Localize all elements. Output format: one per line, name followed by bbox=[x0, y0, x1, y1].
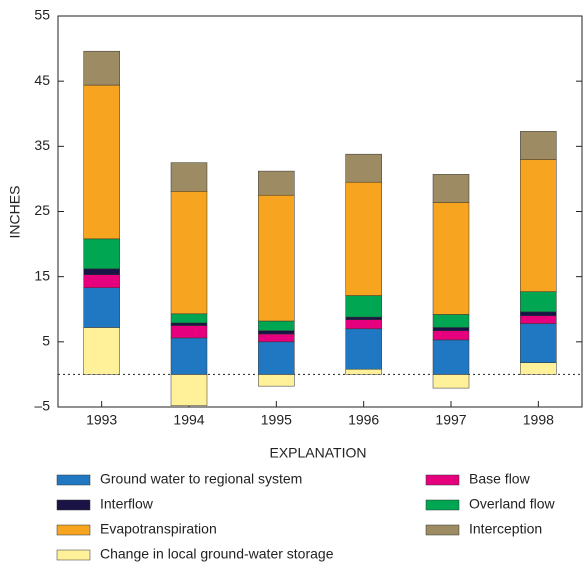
bar-segment bbox=[258, 330, 295, 335]
legend-label: Interception bbox=[469, 521, 542, 537]
bar-segment bbox=[258, 170, 295, 196]
bar-segment bbox=[520, 291, 557, 313]
legend-swatch bbox=[56, 474, 91, 486]
bar-segment bbox=[83, 268, 120, 275]
bar-segment bbox=[258, 341, 295, 375]
bar-segment bbox=[432, 330, 470, 341]
y-tick-label: 5 bbox=[42, 333, 50, 349]
bar-segment bbox=[258, 194, 295, 322]
legend-swatch bbox=[425, 474, 460, 486]
x-tick-label: 1997 bbox=[435, 412, 466, 428]
bar-segment bbox=[258, 333, 295, 343]
bar-segment bbox=[345, 295, 382, 318]
bar-segment bbox=[345, 181, 382, 296]
bar-segment bbox=[432, 314, 470, 328]
bar-segment bbox=[345, 328, 382, 370]
bar-segment bbox=[83, 274, 120, 288]
y-tick-label: –5 bbox=[34, 398, 50, 414]
bar-segment bbox=[170, 313, 208, 324]
x-tick-label: 1993 bbox=[86, 412, 117, 428]
bar-segment bbox=[83, 84, 120, 240]
bar-segment bbox=[520, 315, 557, 324]
bar-segment bbox=[170, 322, 208, 326]
legend-label: Interflow bbox=[100, 496, 154, 512]
bar-segment bbox=[170, 162, 208, 192]
y-tick-label: 55 bbox=[34, 7, 50, 23]
legend-swatch bbox=[56, 549, 91, 561]
bar-segment bbox=[520, 311, 557, 317]
bar-segment bbox=[520, 323, 557, 363]
x-tick-label: 1996 bbox=[348, 412, 379, 428]
bar-segment bbox=[345, 319, 382, 330]
bar-segment bbox=[83, 238, 120, 270]
bar-segment bbox=[83, 327, 120, 375]
bar-segment bbox=[170, 325, 208, 339]
bar-segment bbox=[432, 339, 470, 375]
y-tick-label: 25 bbox=[34, 202, 50, 218]
bar-segment bbox=[83, 287, 120, 328]
bar-segment bbox=[170, 191, 208, 315]
bar-segment bbox=[83, 50, 120, 86]
y-tick-label: 35 bbox=[34, 137, 50, 153]
legend-label: Base flow bbox=[469, 471, 531, 487]
bar-segment bbox=[520, 159, 557, 292]
legend-label: Ground water to regional system bbox=[100, 471, 302, 487]
bar-segment bbox=[345, 316, 382, 320]
legend-label: Evapotranspiration bbox=[100, 521, 217, 537]
bar-segment bbox=[170, 337, 208, 375]
legend-swatch bbox=[425, 499, 460, 511]
bar-segment bbox=[432, 374, 470, 389]
y-tick-label: 45 bbox=[34, 72, 50, 88]
x-tick-label: 1995 bbox=[261, 412, 292, 428]
legend-swatch bbox=[56, 524, 91, 536]
bar-segment bbox=[520, 362, 557, 375]
y-tick-label: 15 bbox=[34, 267, 50, 283]
bar-segment bbox=[170, 374, 208, 406]
plot-frame bbox=[57, 15, 583, 408]
legend-title: EXPLANATION bbox=[270, 445, 367, 461]
y-axis-label: INCHES bbox=[7, 186, 23, 239]
bar-segment bbox=[345, 368, 382, 375]
bar-segment bbox=[432, 327, 470, 332]
bar-segment bbox=[258, 320, 295, 332]
legend-label: Overland flow bbox=[469, 496, 555, 512]
x-tick-label: 1998 bbox=[523, 412, 554, 428]
legend-swatch bbox=[425, 524, 460, 536]
legend-swatch bbox=[56, 499, 91, 511]
bar-segment bbox=[432, 202, 470, 315]
bar-segment bbox=[345, 153, 382, 183]
legend-label: Change in local ground-water storage bbox=[100, 546, 334, 562]
x-tick-label: 1994 bbox=[173, 412, 204, 428]
bar-segment bbox=[432, 174, 470, 203]
bar-segment bbox=[258, 374, 295, 387]
bar-segment bbox=[520, 131, 557, 160]
